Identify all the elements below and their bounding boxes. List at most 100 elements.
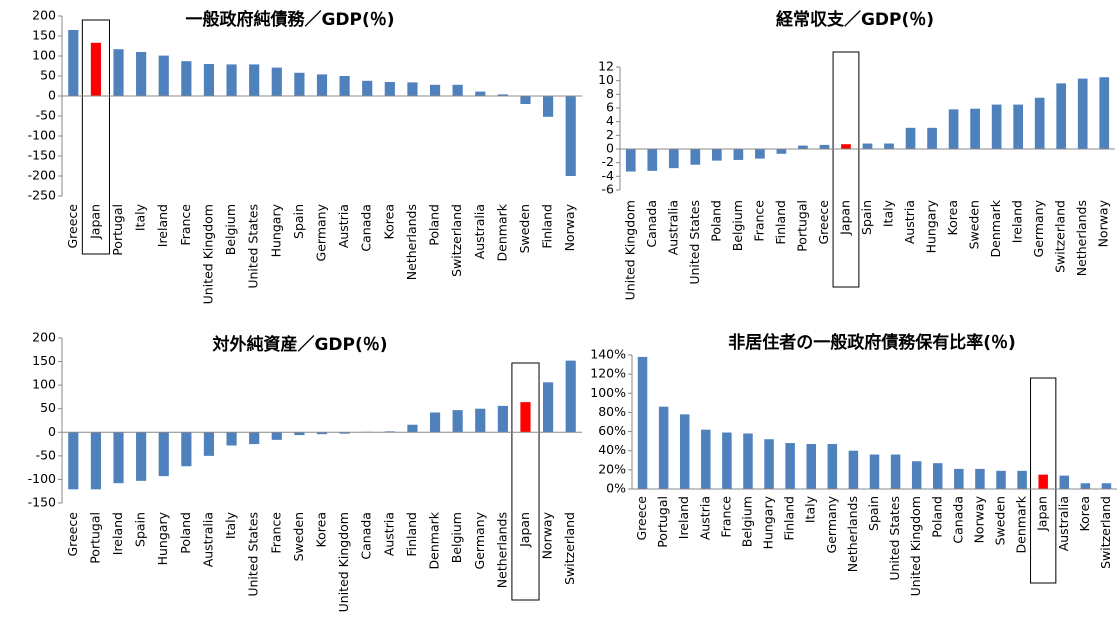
bar bbox=[1101, 483, 1112, 489]
bar bbox=[113, 49, 124, 96]
x-tick-label: Spain bbox=[133, 512, 148, 547]
x-tick-label: Switzerland bbox=[1098, 496, 1113, 569]
bar bbox=[798, 145, 808, 149]
x-tick-label: Finland bbox=[782, 496, 797, 541]
bar bbox=[452, 84, 463, 96]
x-tick-label: Switzerland bbox=[562, 512, 577, 585]
bar bbox=[637, 356, 648, 489]
bar bbox=[755, 149, 765, 159]
x-tick-label: Austria bbox=[902, 200, 917, 244]
bar bbox=[339, 432, 350, 434]
x-tick-label: Germany bbox=[1031, 199, 1046, 257]
x-tick-label: France bbox=[178, 204, 193, 246]
bar bbox=[475, 408, 486, 433]
bar bbox=[819, 144, 830, 149]
bar bbox=[362, 80, 373, 96]
x-tick-label: Germany bbox=[824, 495, 839, 553]
x-tick-label: Netherlands bbox=[845, 496, 860, 572]
y-tick-label: 200 bbox=[32, 330, 56, 345]
bar bbox=[181, 61, 192, 96]
bar bbox=[339, 76, 350, 96]
bar bbox=[249, 64, 260, 96]
chart-title: 対外純資産／GDP(％) bbox=[211, 334, 387, 355]
bar bbox=[181, 432, 192, 467]
x-tick-label: Germany bbox=[472, 511, 487, 569]
bar bbox=[1017, 470, 1027, 489]
bar bbox=[625, 149, 636, 172]
x-tick-label: Australia bbox=[1056, 496, 1071, 551]
y-tick-label: 40% bbox=[598, 442, 626, 457]
x-tick-label: Denmark bbox=[1014, 495, 1029, 553]
bar bbox=[668, 149, 679, 169]
y-tick-label: -150 bbox=[28, 495, 56, 510]
y-tick-label: 120% bbox=[590, 366, 626, 381]
x-tick-label: Portugal bbox=[794, 200, 809, 252]
y-tick-label: 4 bbox=[606, 113, 614, 128]
y-tick-label: -6 bbox=[602, 182, 615, 197]
x-tick-label: Netherlands bbox=[1074, 200, 1089, 276]
bar bbox=[785, 443, 795, 489]
y-tick-label: -100 bbox=[28, 128, 56, 143]
x-tick-label: United Kingdom bbox=[200, 204, 215, 304]
x-tick-label: Norway bbox=[540, 511, 555, 559]
x-tick-label: Japan bbox=[517, 512, 532, 548]
y-tick-label: 6 bbox=[606, 100, 614, 115]
bar bbox=[68, 30, 79, 96]
y-tick-label: 20% bbox=[598, 461, 626, 476]
x-tick-label: Japan bbox=[837, 200, 852, 236]
x-tick-label: Belgium bbox=[449, 512, 464, 563]
y-tick-label: 80% bbox=[598, 404, 626, 419]
y-tick-label: -50 bbox=[36, 108, 56, 123]
x-tick-label: France bbox=[751, 200, 766, 242]
highlight-box bbox=[1030, 377, 1057, 584]
x-tick-label: United States bbox=[687, 200, 702, 285]
x-tick-label: Hungary bbox=[761, 495, 776, 549]
x-tick-label: Canada bbox=[644, 200, 659, 248]
bar bbox=[1056, 83, 1067, 149]
x-tick-label: Greece bbox=[634, 496, 649, 541]
x-tick-label: Ireland bbox=[155, 204, 170, 247]
y-tick-label: -100 bbox=[28, 471, 56, 486]
x-tick-label: Sweden bbox=[993, 496, 1008, 545]
x-tick-label: Norway bbox=[971, 495, 986, 543]
x-tick-label: Hungary bbox=[924, 199, 939, 253]
x-tick-label: United Kingdom bbox=[336, 512, 351, 612]
bar bbox=[203, 64, 215, 96]
y-tick-label: 50 bbox=[40, 400, 56, 415]
x-tick-label: Spain bbox=[291, 204, 306, 239]
bar bbox=[294, 432, 305, 436]
x-tick-label: Australia bbox=[665, 200, 680, 255]
x-tick-label: Poland bbox=[178, 512, 193, 554]
x-tick-label: Poland bbox=[427, 204, 442, 246]
y-tick-label: 100 bbox=[32, 48, 56, 63]
bar bbox=[933, 463, 943, 489]
bar bbox=[712, 149, 722, 161]
x-tick-label: France bbox=[268, 512, 283, 554]
x-tick-label: Austria bbox=[381, 512, 396, 556]
bar bbox=[701, 429, 711, 489]
bar bbox=[848, 450, 859, 489]
x-tick-label: Greece bbox=[816, 200, 831, 245]
x-tick-label: Australia bbox=[200, 512, 215, 567]
x-tick-label: Italy bbox=[223, 511, 238, 539]
x-tick-label: Portugal bbox=[87, 512, 102, 564]
bar bbox=[911, 461, 922, 489]
chart-title: 非居住者の一般政府債務保有比率(％) bbox=[728, 332, 1016, 353]
y-tick-label: 0 bbox=[48, 424, 56, 439]
bar bbox=[827, 444, 838, 489]
bar bbox=[68, 432, 79, 490]
bar bbox=[475, 91, 486, 96]
y-tick-label: 100% bbox=[590, 385, 626, 400]
x-tick-label: Netherlands bbox=[404, 204, 419, 280]
bar bbox=[996, 470, 1006, 489]
y-tick-label: 200 bbox=[32, 8, 56, 23]
bar bbox=[136, 52, 147, 96]
bar bbox=[226, 64, 237, 96]
y-tick-label: -4 bbox=[602, 168, 615, 183]
bar bbox=[1059, 475, 1070, 489]
x-tick-label: Denmark bbox=[427, 511, 442, 569]
highlight-box bbox=[81, 19, 110, 255]
x-tick-label: Japan bbox=[87, 204, 102, 240]
x-tick-label: Ireland bbox=[110, 512, 125, 555]
bar bbox=[497, 94, 508, 96]
